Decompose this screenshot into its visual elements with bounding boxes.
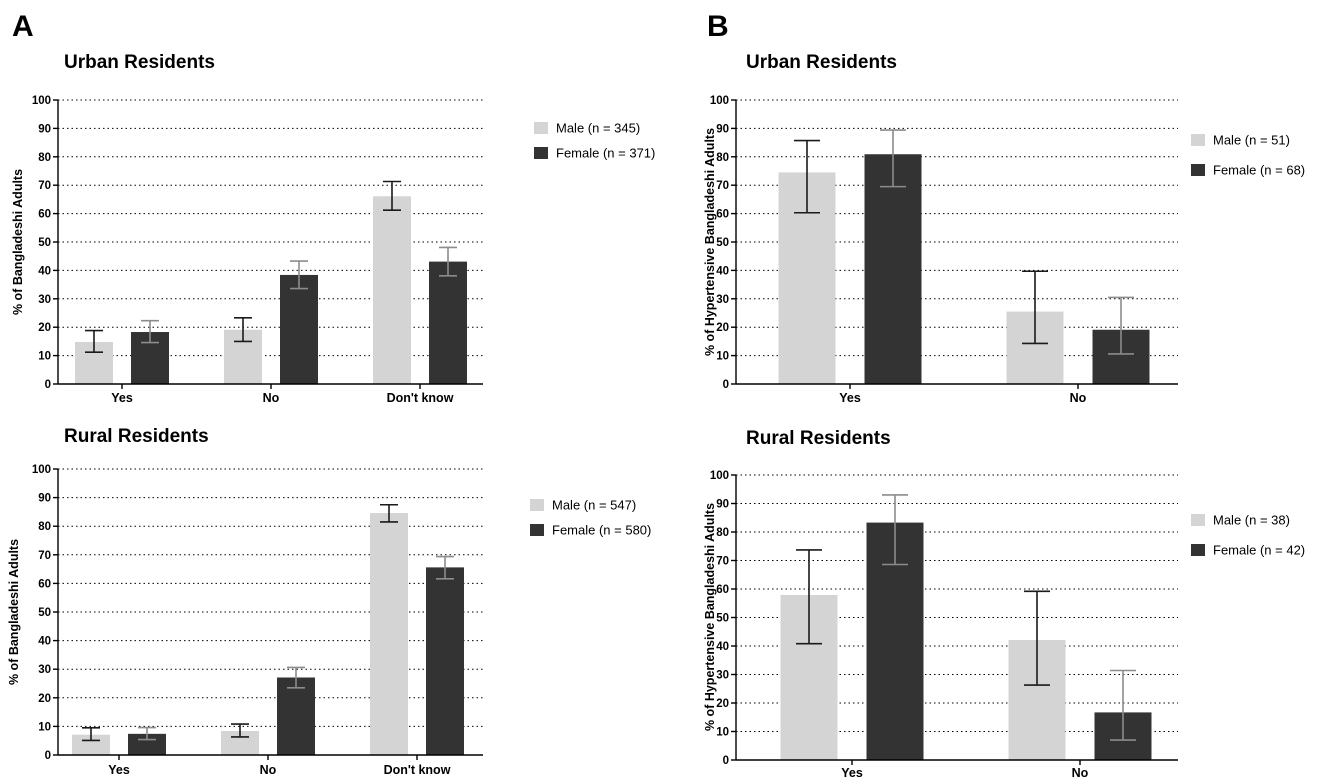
y-tick-label: 20	[38, 322, 51, 334]
y-axis-label: % of Bangladeshi Adults	[7, 539, 21, 685]
x-tick-label: Yes	[841, 766, 863, 780]
y-tick-label: 80	[38, 521, 51, 533]
legend-label-female: Female (n = 371)	[556, 146, 655, 161]
y-tick-label: 30	[716, 294, 729, 306]
y-tick-label: 40	[38, 265, 51, 277]
y-tick-label: 90	[38, 123, 51, 135]
legend-label-male: Male (n = 547)	[552, 498, 636, 513]
y-tick-label: 20	[716, 698, 729, 710]
y-tick-label: 50	[716, 237, 729, 249]
bar-male	[373, 196, 411, 384]
y-tick-label: 70	[716, 180, 729, 192]
legend-label-male: Male (n = 38)	[1213, 513, 1290, 528]
y-tick-label: 50	[38, 607, 51, 619]
bar-female	[426, 567, 464, 755]
y-tick-label: 20	[716, 322, 729, 334]
y-tick-label: 0	[45, 750, 51, 762]
bar-male	[370, 513, 408, 755]
y-tick-label: 70	[38, 550, 51, 562]
x-tick-label: Yes	[111, 391, 133, 405]
y-tick-label: 60	[38, 209, 51, 221]
panel-letter-a: A	[12, 10, 34, 43]
y-tick-label: 90	[716, 499, 729, 511]
chart-title: Rural Residents	[746, 428, 891, 449]
legend-swatch-male	[534, 122, 548, 134]
y-tick-label: 10	[38, 351, 51, 363]
y-tick-label: 70	[38, 180, 51, 192]
y-tick-label: 100	[710, 95, 729, 107]
legend-label-female: Female (n = 580)	[552, 523, 651, 538]
y-tick-label: 0	[723, 755, 729, 767]
bar-female	[277, 677, 315, 755]
y-tick-label: 100	[32, 95, 51, 107]
legend-swatch-male	[1191, 134, 1205, 146]
y-tick-label: 80	[716, 527, 729, 539]
panel-letter-b: B	[707, 10, 729, 43]
y-tick-label: 90	[38, 493, 51, 505]
y-tick-label: 0	[723, 379, 729, 391]
legend-label-male: Male (n = 345)	[556, 121, 640, 136]
y-tick-label: 40	[716, 641, 729, 653]
chart-b-rural: Rural Residents % of Hypertensive Bangla…	[703, 428, 1305, 780]
chart-title: Rural Residents	[64, 426, 209, 447]
legend-swatch-female	[1191, 544, 1205, 556]
y-tick-label: 30	[38, 664, 51, 676]
y-tick-label: 10	[716, 727, 729, 739]
chart-title: Urban Residents	[64, 52, 215, 73]
bar-male	[72, 734, 110, 755]
y-axis-label: % of Hypertensive Bangladeshi Adults	[703, 503, 717, 731]
y-tick-label: 50	[38, 237, 51, 249]
x-tick-label: No	[1070, 391, 1087, 405]
x-tick-label: No	[1072, 766, 1089, 780]
x-tick-label: Yes	[108, 763, 130, 777]
legend-swatch-female	[530, 524, 544, 536]
legend-label-female: Female (n = 42)	[1213, 543, 1305, 558]
chart-b-urban: Urban Residents % of Hypertensive Bangla…	[703, 52, 1305, 405]
y-tick-label: 90	[716, 123, 729, 135]
y-tick-label: 20	[38, 693, 51, 705]
bar-female	[429, 261, 467, 384]
y-tick-label: 80	[38, 152, 51, 164]
legend-swatch-female	[534, 147, 548, 159]
x-tick-label: No	[263, 391, 280, 405]
x-tick-label: Don't know	[387, 391, 454, 405]
y-tick-label: 60	[38, 578, 51, 590]
y-axis-label: % of Bangladeshi Adults	[11, 169, 25, 315]
y-tick-label: 10	[38, 721, 51, 733]
y-tick-label: 70	[716, 556, 729, 568]
legend-label-male: Male (n = 51)	[1213, 133, 1290, 148]
legend-swatch-male	[1191, 514, 1205, 526]
y-tick-label: 30	[716, 670, 729, 682]
y-tick-label: 100	[710, 470, 729, 482]
y-tick-label: 80	[716, 152, 729, 164]
bar-female	[280, 274, 318, 384]
chart-title: Urban Residents	[746, 52, 897, 73]
x-tick-label: Yes	[839, 391, 861, 405]
y-tick-label: 40	[38, 636, 51, 648]
bar-female	[864, 154, 922, 384]
legend-swatch-male	[530, 499, 544, 511]
y-tick-label: 50	[716, 613, 729, 625]
chart-a-urban: Urban Residents % of Bangladeshi Adults …	[11, 52, 655, 405]
y-axis-label: % of Hypertensive Bangladeshi Adults	[703, 128, 717, 356]
y-tick-label: 60	[716, 584, 729, 596]
legend-label-female: Female (n = 68)	[1213, 163, 1305, 178]
y-tick-label: 40	[716, 265, 729, 277]
y-tick-label: 10	[716, 351, 729, 363]
x-tick-label: No	[260, 763, 277, 777]
y-tick-label: 60	[716, 209, 729, 221]
x-tick-label: Don't know	[384, 763, 451, 777]
chart-a-rural: Rural Residents % of Bangladeshi Adults …	[7, 426, 651, 777]
legend-swatch-female	[1191, 164, 1205, 176]
bar-female	[128, 733, 166, 755]
y-tick-label: 100	[32, 464, 51, 476]
y-tick-label: 0	[45, 379, 51, 391]
y-tick-label: 30	[38, 294, 51, 306]
